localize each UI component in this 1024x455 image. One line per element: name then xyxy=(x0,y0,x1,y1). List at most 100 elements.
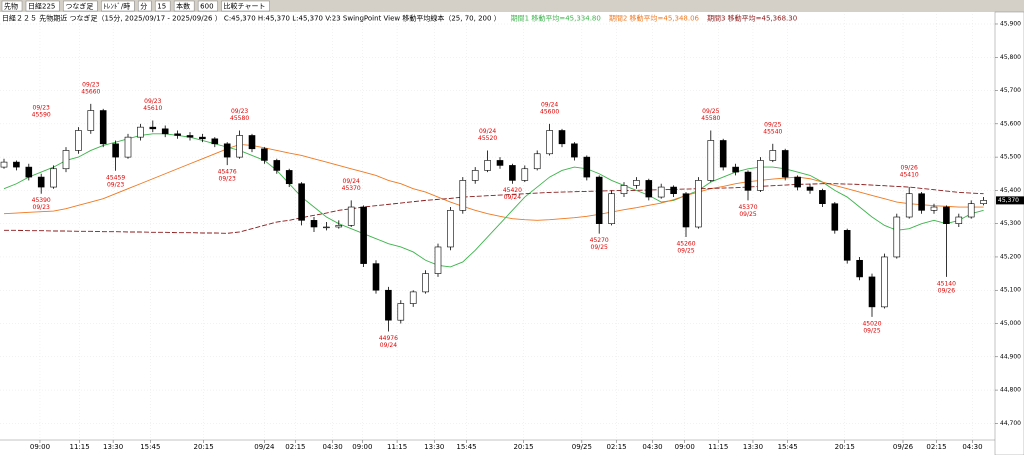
candle-body xyxy=(620,185,628,195)
toolbar-button[interactable] xyxy=(1,0,23,12)
candle-body xyxy=(199,136,206,140)
x-tick-label: 04:30 xyxy=(323,443,343,451)
y-tick-label: 45,300 xyxy=(1000,220,1021,227)
candle-body xyxy=(695,180,702,228)
swing-date: 09/26 xyxy=(938,287,955,294)
candle-body xyxy=(434,246,442,274)
swing-value: 45540 xyxy=(763,128,782,135)
y-tick-label: 45,500 xyxy=(1000,154,1021,161)
toolbar-button[interactable] xyxy=(173,0,195,12)
candle-body xyxy=(571,143,578,158)
candle-body xyxy=(980,200,987,205)
candle-body xyxy=(967,203,975,218)
swing-value: 45590 xyxy=(32,112,51,119)
toolbar-item[interactable]: 先物 xyxy=(4,2,18,11)
candle-body xyxy=(608,193,615,224)
candle-body xyxy=(137,126,144,138)
toolbar-button[interactable] xyxy=(63,0,98,12)
swing-date: 09/23 xyxy=(231,108,248,115)
candle-body xyxy=(372,263,380,291)
y-tick-label: 44,800 xyxy=(1000,387,1021,394)
toolbar-button[interactable] xyxy=(221,0,270,12)
toolbar-button[interactable] xyxy=(154,0,171,12)
swing-date: 09/25 xyxy=(591,244,608,251)
candle-body xyxy=(459,180,467,211)
candle-body xyxy=(13,161,20,168)
candle-body xyxy=(856,259,863,278)
y-tick-label: 45,000 xyxy=(1000,320,1021,327)
x-tick-label: 09/26 xyxy=(893,443,914,451)
swing-value: 45270 xyxy=(590,237,609,244)
candle-body xyxy=(223,143,231,158)
swing-value: 45476 xyxy=(218,169,237,176)
candle-body xyxy=(161,128,169,135)
toolbar-button[interactable] xyxy=(25,0,60,12)
candle-body xyxy=(112,143,119,158)
toolbar-button[interactable] xyxy=(101,0,135,12)
toolbar-items: 先物 日経225 つなぎ足 ﾄﾚﾝﾄﾞ/時 分 15 本数 600 比較チャート xyxy=(1,0,270,12)
y-tick-label: 44,900 xyxy=(1000,353,1021,360)
toolbar-button[interactable] xyxy=(197,0,218,12)
toolbar-item[interactable]: 15 xyxy=(157,3,166,11)
swing-date: 09/23 xyxy=(33,204,50,211)
candle-body xyxy=(670,186,677,195)
y-tick-label: 45,200 xyxy=(1000,253,1021,260)
swing-date: 09/25 xyxy=(764,121,781,128)
y-axis-panel xyxy=(994,11,1024,455)
candle-body xyxy=(360,206,367,264)
y-tick-label: 44,700 xyxy=(1000,420,1021,427)
swing-date: 09/25 xyxy=(702,108,719,115)
x-tick-label: 11:15 xyxy=(70,443,90,451)
y-tick-label: 45,700 xyxy=(1000,87,1021,94)
x-tick-label: 02:15 xyxy=(926,443,946,451)
candle-body xyxy=(62,150,70,170)
candle-body xyxy=(285,170,293,185)
x-tick-label: 15:45 xyxy=(778,443,798,451)
candle-body xyxy=(248,135,256,150)
candle-body xyxy=(794,176,801,188)
candle-body xyxy=(682,193,690,228)
candle-body xyxy=(25,166,33,178)
candle-body xyxy=(918,193,925,211)
swing-value: 45420 xyxy=(503,187,522,194)
last-price-tag xyxy=(996,196,1024,205)
x-tick-label: 02:15 xyxy=(606,443,626,451)
x-tick-label: 09:00 xyxy=(30,443,50,451)
swing-date: 09/23 xyxy=(107,181,124,188)
toolbar-item[interactable]: つなぎ足 xyxy=(65,2,93,11)
x-tick-label: 20:15 xyxy=(835,443,855,451)
moving-average-line xyxy=(3,133,984,268)
swing-date: 09/23 xyxy=(144,98,161,105)
candle-body xyxy=(757,160,764,191)
toolbar-item[interactable]: ﾄﾚﾝﾄﾞ/時 xyxy=(103,3,130,11)
candle-body xyxy=(533,153,541,170)
candle-body xyxy=(719,140,727,168)
swing-value: 45020 xyxy=(862,320,881,327)
swing-value: 45370 xyxy=(738,204,757,211)
candle-body xyxy=(744,171,752,191)
last-price-label: 45,370 xyxy=(998,197,1019,204)
swing-date: 09/25 xyxy=(677,247,694,254)
toolbar-item[interactable]: 比較チャート xyxy=(224,2,266,11)
swing-value: 45660 xyxy=(81,88,100,95)
swing-value: 45580 xyxy=(230,115,249,122)
toolbar-item[interactable]: 分 xyxy=(140,2,147,11)
candle-body xyxy=(471,170,479,181)
candle-body xyxy=(87,110,95,131)
x-tick-label: 02:15 xyxy=(285,443,305,451)
toolbar-button[interactable] xyxy=(137,0,152,12)
swing-date: 09/26 xyxy=(901,165,918,172)
swing-value: 45410 xyxy=(900,172,919,179)
swing-value: 44976 xyxy=(379,335,398,342)
legend-entry: 期間3 移動平均=45,368.30 xyxy=(707,14,797,23)
swing-date: 09/24 xyxy=(504,194,521,201)
candle-body xyxy=(509,165,516,181)
candle-body xyxy=(37,176,45,188)
candle-body xyxy=(149,126,157,130)
toolbar-item[interactable]: 本数 xyxy=(176,2,190,11)
swing-value: 45390 xyxy=(32,197,51,204)
toolbar-item[interactable]: 日経225 xyxy=(28,2,55,11)
swing-value: 45600 xyxy=(540,108,559,115)
x-tick-label: 09:00 xyxy=(675,443,695,451)
toolbar-item[interactable]: 600 xyxy=(200,3,213,11)
